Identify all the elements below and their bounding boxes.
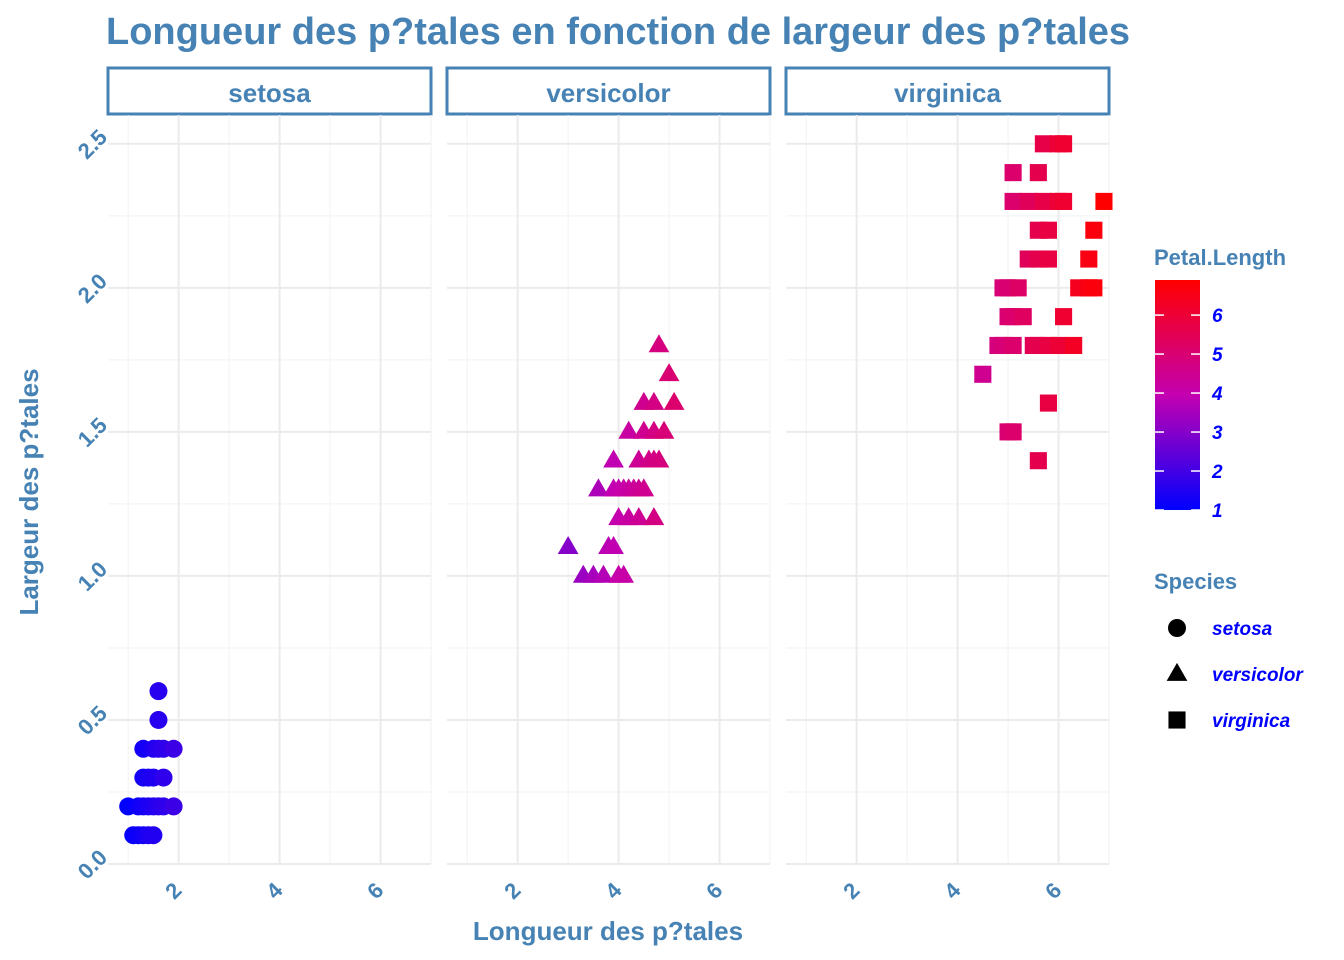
- data-point: [663, 391, 685, 410]
- data-point: [1004, 164, 1022, 182]
- shape-legend-label: setosa: [1212, 619, 1273, 640]
- data-point: [1019, 192, 1037, 210]
- data-point: [1080, 250, 1098, 268]
- x-tick-label: 2: [160, 878, 186, 904]
- data-point: [1004, 423, 1022, 441]
- data-point: [648, 334, 670, 353]
- data-point: [603, 535, 624, 554]
- x-tick-label: 2: [499, 878, 525, 904]
- data-point: [557, 535, 579, 554]
- facet-panel-setosa: setosa 2 4 6: [106, 66, 433, 904]
- color-legend-title: Petal.Length: [1154, 245, 1286, 270]
- color-legend: Petal.Length 1 2 3 4 5 6: [1154, 245, 1286, 522]
- colorbar-label: 3: [1212, 423, 1223, 444]
- data-point: [648, 449, 670, 468]
- data-point: [1029, 452, 1047, 470]
- chart-title: Longueur des p?tales en fonction de larg…: [106, 11, 1130, 53]
- shape-legend-title: Species: [1154, 569, 1237, 594]
- x-tick-label: 4: [939, 877, 966, 904]
- facet-strip: [784, 66, 1111, 116]
- facet-strip: [445, 66, 772, 116]
- y-tick-label: 2.5: [73, 125, 112, 164]
- y-tick-label: 1.0: [73, 557, 112, 596]
- facet-strip-label: versicolor: [546, 78, 670, 108]
- data-point: [643, 507, 665, 526]
- data-point: [1039, 221, 1057, 239]
- data-point: [593, 564, 614, 583]
- data-point: [1014, 308, 1032, 326]
- data-point: [1055, 135, 1073, 153]
- data-point: [1009, 279, 1027, 297]
- data-point: [1055, 192, 1073, 210]
- data-point: [658, 363, 680, 382]
- data-point: [618, 420, 640, 439]
- data-point: [1004, 192, 1022, 210]
- y-tick-label: 1.5: [73, 413, 112, 452]
- data-point: [144, 826, 163, 845]
- data-point: [1049, 336, 1068, 355]
- data-point: [643, 391, 665, 410]
- data-point: [164, 797, 183, 816]
- shape-legend-label: versicolor: [1212, 665, 1304, 686]
- data-point: [1065, 336, 1083, 355]
- x-tick-label: 6: [701, 878, 727, 904]
- data-point: [628, 507, 650, 526]
- series-versicolor: [557, 334, 685, 583]
- data-point: [154, 768, 173, 787]
- y-tick-label: 0.5: [73, 701, 112, 740]
- colorbar-label: 1: [1212, 501, 1223, 522]
- facet-strip-label: virginica: [894, 78, 1001, 108]
- x-tick-label: 2: [838, 878, 864, 904]
- data-point: [1004, 336, 1022, 355]
- facet-panels: setosa 2 4 6 versicolor 2 4 6 virginica 2 4 6: [106, 66, 1113, 904]
- colorbar-label: 5: [1212, 345, 1223, 366]
- y-axis: 0.0 0.5 1.0 1.5 2.0 2.5: [73, 125, 112, 885]
- facet-strip-label: setosa: [228, 78, 311, 108]
- data-point: [974, 365, 992, 383]
- data-point: [1039, 394, 1057, 412]
- data-point: [149, 682, 168, 701]
- legend-key-triangle: [1166, 662, 1188, 681]
- colorbar-label: 2: [1211, 462, 1223, 483]
- data-point: [1085, 221, 1103, 239]
- data-point: [1034, 135, 1052, 153]
- x-axis-title: Longueur des p?tales: [473, 916, 743, 946]
- shape-legend: Species setosa versicolor virginica: [1154, 569, 1304, 732]
- data-point: [164, 739, 183, 758]
- series-virginica: [974, 135, 1113, 470]
- legend-key-circle: [1168, 619, 1186, 637]
- y-tick-label: 0.0: [73, 845, 112, 884]
- shape-legend-label: virginica: [1212, 711, 1291, 732]
- series-setosa: [119, 682, 183, 845]
- data-point: [603, 449, 624, 468]
- data-point: [1085, 279, 1103, 297]
- data-point: [588, 478, 609, 497]
- data-point: [1055, 308, 1073, 326]
- colorbar-label: 4: [1211, 384, 1223, 405]
- data-point: [613, 564, 634, 583]
- y-tick-label: 2.0: [73, 269, 112, 308]
- x-tick-label: 6: [1040, 878, 1066, 904]
- facet-strip: [106, 66, 433, 116]
- data-point: [1095, 192, 1113, 210]
- data-point: [1039, 250, 1057, 268]
- data-point: [149, 710, 168, 729]
- data-point: [633, 478, 655, 497]
- y-axis-title: Largeur des p?tales: [14, 368, 44, 615]
- data-point: [653, 420, 675, 439]
- x-tick-label: 4: [600, 877, 627, 904]
- x-tick-label: 6: [362, 878, 388, 904]
- facet-panel-virginica: virginica 2 4 6: [784, 66, 1113, 904]
- facet-panel-versicolor: versicolor 2 4 6: [445, 66, 772, 904]
- legend-key-square: [1168, 711, 1186, 729]
- data-point: [1029, 164, 1047, 182]
- colorbar-label: 6: [1212, 306, 1223, 327]
- x-tick-label: 4: [261, 877, 288, 904]
- data-point: [1034, 192, 1052, 210]
